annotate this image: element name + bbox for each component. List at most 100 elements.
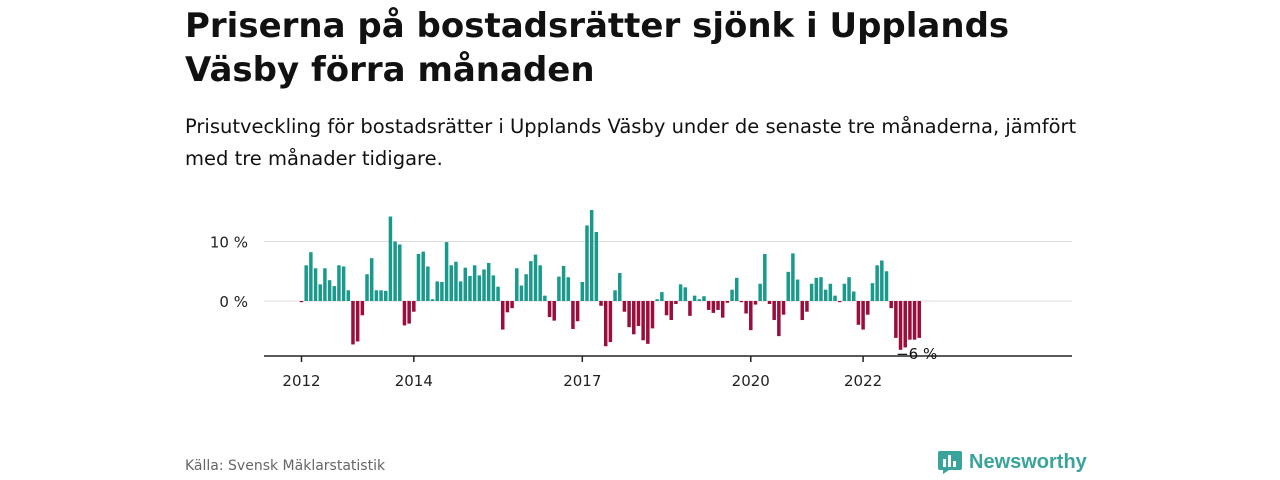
bar — [706, 301, 711, 310]
bar — [482, 269, 486, 301]
bar — [585, 225, 589, 301]
bar — [632, 301, 636, 335]
bar — [711, 301, 716, 313]
bar — [833, 295, 837, 301]
bar — [313, 268, 318, 301]
bar — [383, 290, 388, 301]
brand-name: Newsworthy — [969, 450, 1087, 473]
bar — [669, 301, 673, 321]
bar — [398, 244, 402, 301]
bar — [912, 301, 917, 340]
newsworthy-icon — [938, 451, 962, 474]
bar — [777, 301, 781, 337]
bar — [837, 301, 842, 303]
bar — [908, 301, 912, 340]
bar — [589, 209, 594, 301]
bar — [664, 301, 669, 316]
bar — [674, 301, 678, 304]
bar — [767, 301, 772, 304]
bar — [617, 273, 622, 301]
bar — [819, 277, 823, 301]
bar — [519, 285, 524, 301]
bar — [430, 299, 435, 301]
bar — [547, 301, 552, 318]
bar — [510, 301, 514, 309]
bar — [472, 265, 477, 301]
bar — [323, 268, 327, 301]
bar — [407, 301, 411, 324]
bar — [435, 281, 439, 301]
bar — [716, 301, 720, 310]
source-note: Källa: Svensk Mäklarstatistik — [185, 458, 386, 474]
bar — [402, 301, 407, 326]
bar — [440, 281, 444, 301]
bar — [543, 295, 547, 301]
bar — [603, 301, 608, 347]
bar — [449, 265, 454, 301]
bar — [496, 286, 500, 301]
bar — [791, 253, 795, 301]
bar — [889, 301, 893, 309]
bar — [599, 301, 603, 306]
bar — [898, 301, 903, 350]
bar — [355, 301, 360, 342]
bar — [875, 265, 879, 301]
bar — [884, 271, 889, 301]
bar — [697, 299, 702, 301]
bar — [749, 301, 753, 331]
bar — [683, 287, 688, 301]
bar — [688, 301, 692, 316]
bar — [678, 284, 683, 301]
bar — [327, 280, 332, 301]
bar — [622, 301, 627, 312]
bar — [393, 241, 397, 301]
x-tick-label: 2022 — [844, 372, 882, 390]
bar — [870, 283, 875, 301]
bar — [739, 301, 744, 303]
end-value-label: −6 % — [896, 345, 937, 363]
chart-subtitle: Prisutveckling för bostadsrätter i Uppla… — [185, 115, 1077, 170]
bar — [575, 301, 580, 322]
chart-title: Priserna på bostadsrätter sjönk i Upplan… — [185, 6, 1010, 90]
bar — [299, 301, 304, 303]
bar — [814, 277, 819, 301]
bar — [515, 268, 519, 301]
bar — [734, 277, 739, 301]
bar — [805, 301, 809, 312]
bar — [412, 301, 416, 312]
bar — [533, 254, 538, 301]
bar — [800, 301, 805, 321]
bar-chart: 10 % 0 % 2012 2014 2017 2020 2022 −6 % — [210, 209, 1072, 390]
bar — [351, 301, 355, 345]
bar — [763, 253, 767, 301]
bar — [744, 301, 748, 314]
bar — [477, 275, 482, 301]
bar — [309, 252, 313, 301]
x-tick-label: 2014 — [395, 372, 433, 390]
bar — [847, 277, 851, 301]
bar — [866, 301, 870, 315]
bar — [646, 301, 650, 344]
bar — [360, 301, 365, 316]
bar — [894, 301, 898, 338]
bar — [917, 301, 922, 338]
bar — [337, 265, 341, 301]
bar — [730, 289, 734, 301]
bar — [842, 283, 847, 301]
y-tick-label: 0 % — [219, 293, 248, 311]
bar — [341, 266, 346, 301]
bar — [720, 301, 725, 318]
bar — [641, 301, 645, 341]
bar — [524, 274, 528, 301]
bar — [346, 290, 351, 301]
bar — [795, 279, 800, 301]
bar — [828, 283, 833, 301]
x-tick-label: 2017 — [563, 372, 601, 390]
bar — [781, 301, 786, 315]
bar — [856, 301, 861, 325]
bar — [529, 261, 533, 301]
bar — [650, 301, 655, 329]
x-tick-label: 2012 — [282, 372, 320, 390]
bar — [851, 291, 856, 301]
bar — [388, 216, 393, 301]
